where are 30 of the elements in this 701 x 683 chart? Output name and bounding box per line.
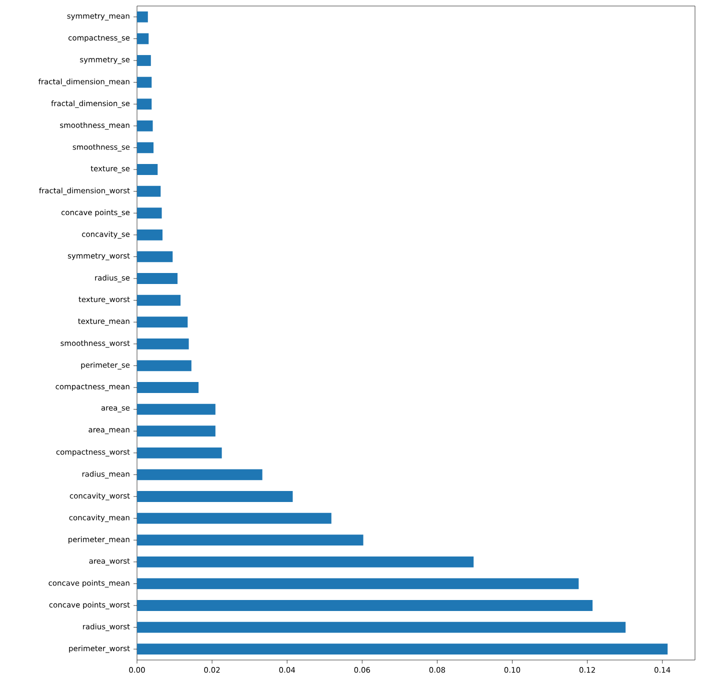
bar <box>137 556 474 568</box>
bar <box>137 229 163 240</box>
bar <box>137 338 189 350</box>
bar <box>137 186 161 197</box>
bar <box>137 578 579 590</box>
bar <box>137 622 626 633</box>
bar <box>137 600 593 611</box>
bar <box>137 98 152 110</box>
bar <box>137 447 222 458</box>
bar <box>137 316 188 328</box>
bar <box>137 360 192 372</box>
bar <box>137 208 162 219</box>
bar <box>137 404 216 415</box>
bar <box>137 55 151 66</box>
bar <box>137 469 262 480</box>
bar <box>137 491 293 502</box>
bar <box>137 251 173 262</box>
bar <box>137 76 152 88</box>
bar <box>137 142 154 154</box>
bar <box>137 11 148 22</box>
bar <box>137 426 216 437</box>
bar <box>137 382 199 393</box>
bar <box>137 120 153 132</box>
bar <box>137 294 181 306</box>
bar <box>137 512 332 524</box>
bar <box>137 273 178 284</box>
bar <box>137 644 668 655</box>
bar <box>137 164 158 175</box>
bar <box>137 33 149 44</box>
bar <box>137 534 364 546</box>
